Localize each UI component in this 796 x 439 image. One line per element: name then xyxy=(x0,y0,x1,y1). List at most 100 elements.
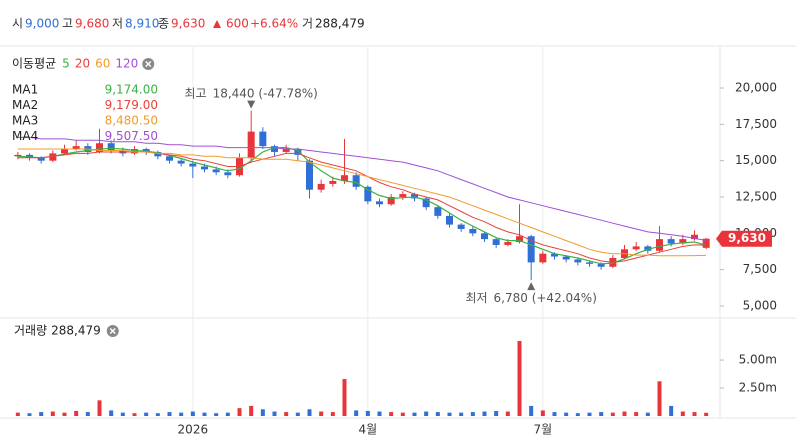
candle-body xyxy=(597,263,605,267)
candle-body xyxy=(14,154,22,157)
candle-body xyxy=(667,239,675,244)
volume-bar xyxy=(109,410,114,416)
volume-bar xyxy=(529,405,534,416)
close-icon-x[interactable] xyxy=(109,327,116,335)
volume-bar xyxy=(307,409,312,416)
close-icon[interactable] xyxy=(106,325,119,337)
candle-body xyxy=(376,201,383,205)
ma-line xyxy=(17,147,707,265)
candle-body xyxy=(399,194,407,197)
volume-bar xyxy=(330,412,335,416)
volume-bar xyxy=(540,410,545,416)
volume-bar xyxy=(202,412,207,416)
candle-body xyxy=(562,256,570,260)
candle-body xyxy=(644,246,652,251)
y-tick-label: 2.50m xyxy=(739,381,777,395)
volume-bar xyxy=(295,412,300,416)
volume-bar xyxy=(622,411,627,416)
volume-bar xyxy=(424,411,429,416)
ma-period: 20 xyxy=(75,57,90,71)
candle-body xyxy=(294,149,302,155)
candle-body xyxy=(632,246,640,250)
volume-bar xyxy=(412,412,417,416)
candle-body xyxy=(49,153,57,161)
low-value: 8,910 xyxy=(125,17,159,31)
candle-body xyxy=(586,262,593,264)
volume-bar xyxy=(39,412,44,416)
candle-body xyxy=(282,149,290,152)
candle-body xyxy=(26,154,33,158)
volume-bar xyxy=(120,412,125,416)
volume-bar xyxy=(167,412,172,416)
volume-label: 거 xyxy=(302,17,313,31)
volume-bar xyxy=(610,412,615,416)
annotation: 최저 6,780 (+42.04%) xyxy=(465,291,596,305)
ma-period: 60 xyxy=(95,57,110,71)
volume-bar xyxy=(260,409,265,416)
volume-bar xyxy=(389,412,394,416)
candle-body xyxy=(551,253,558,257)
annotation-marker xyxy=(527,282,536,291)
legend-value: 8,480.50 xyxy=(105,114,158,128)
candle-body xyxy=(527,236,535,263)
ma-period: 5 xyxy=(62,57,70,71)
volume-bar xyxy=(284,412,289,416)
change-percent: +6.64% xyxy=(250,17,298,31)
close-icon[interactable] xyxy=(142,58,155,70)
volume-bar xyxy=(74,410,79,416)
candle-body xyxy=(691,234,698,240)
candle-body xyxy=(539,253,547,263)
candle-body xyxy=(131,149,138,154)
candle-body xyxy=(224,172,232,176)
volume-bar xyxy=(365,410,370,416)
volume-bar xyxy=(435,412,440,416)
high-label: 고 xyxy=(62,17,73,31)
candle-body xyxy=(306,160,313,190)
legend-value: 9,179.00 xyxy=(105,98,158,112)
volume-bar xyxy=(377,411,382,416)
candle-body xyxy=(72,146,80,150)
volume-bar xyxy=(400,412,405,416)
volume-bar xyxy=(225,412,230,416)
volume-bar xyxy=(459,412,464,416)
legend-name: MA2 xyxy=(12,98,38,112)
volume-bar xyxy=(15,412,20,416)
y-tick-label: 12,500 xyxy=(735,189,777,203)
candle-body xyxy=(656,239,663,251)
candle-body xyxy=(61,149,68,154)
ma-line xyxy=(17,151,707,263)
candle-body xyxy=(504,242,512,245)
legend-name: MA3 xyxy=(12,114,38,128)
volume-bar xyxy=(62,412,67,416)
volume-bar xyxy=(692,412,697,416)
ma-period: 120 xyxy=(115,57,138,71)
candle-body xyxy=(364,186,372,202)
annotation: 최고 18,440 (-47.78%) xyxy=(184,86,317,100)
candle-body xyxy=(469,228,477,234)
volume-bar xyxy=(704,412,709,416)
volume-title-value: 288,479 xyxy=(51,324,101,338)
annotation-marker xyxy=(247,100,256,109)
volume-bar xyxy=(645,412,650,416)
volume-bar xyxy=(564,412,569,416)
candle-body xyxy=(352,175,360,187)
high-value: 9,680 xyxy=(75,17,109,31)
ma-line xyxy=(17,136,707,241)
last-price-label: 9,630 xyxy=(728,231,766,245)
volume-bar xyxy=(680,411,685,416)
candle-body xyxy=(329,181,337,184)
ma-line xyxy=(17,148,707,257)
close-icon-x[interactable] xyxy=(145,60,152,68)
y-tick-label: 5.00m xyxy=(739,353,777,367)
candle-body xyxy=(201,166,208,170)
volume-bar xyxy=(272,411,277,416)
low-label: 저 xyxy=(112,17,123,31)
legend-name: MA4 xyxy=(12,129,38,143)
volume-bar xyxy=(575,413,580,416)
candle-body xyxy=(516,236,523,243)
close-value: 9,630 xyxy=(171,17,205,31)
volume-bar xyxy=(85,412,90,416)
volume-bar xyxy=(669,405,674,416)
legend-value: 9,507.50 xyxy=(105,129,158,143)
